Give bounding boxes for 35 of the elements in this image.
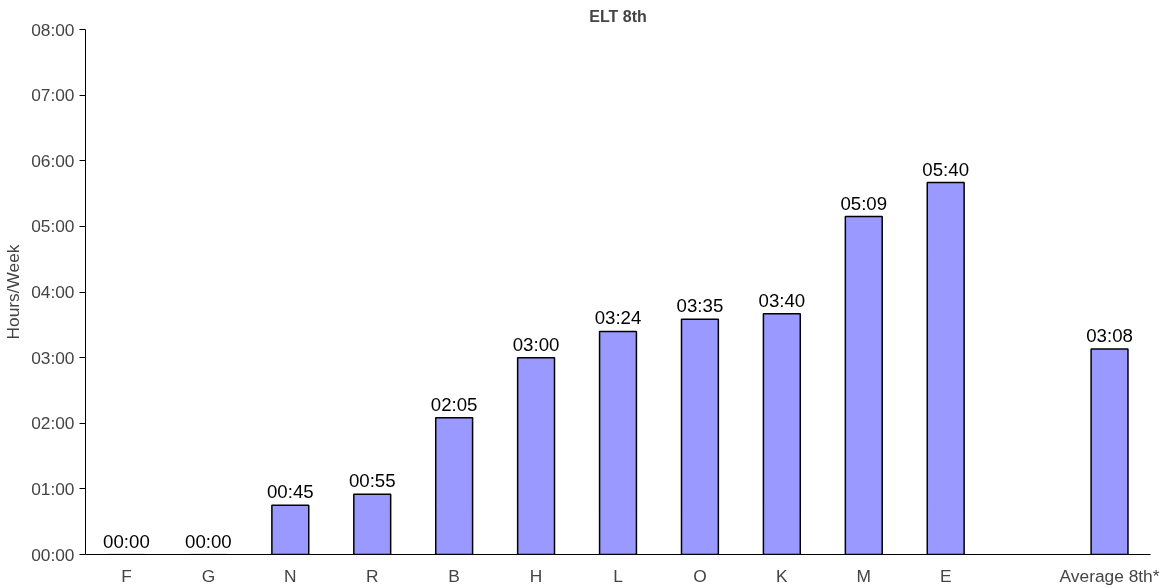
y-tick-label: 01:00 xyxy=(31,478,75,499)
x-tick-label: F xyxy=(121,565,132,586)
y-tick-label: 02:00 xyxy=(31,413,75,434)
x-tick-label: L xyxy=(613,565,624,586)
x-tick-label: E xyxy=(939,565,952,586)
data-label: 03:24 xyxy=(594,307,642,329)
y-axis-title: Hours/Week xyxy=(3,244,24,340)
y-tick-label: 08:00 xyxy=(31,19,75,40)
x-tick-label: R xyxy=(365,565,379,586)
y-tick-label: 05:00 xyxy=(31,216,75,237)
x-tick-label: K xyxy=(776,565,789,586)
data-label: 03:35 xyxy=(676,295,724,317)
data-label: 03:40 xyxy=(758,289,806,311)
x-tick-label: N xyxy=(284,565,297,586)
x-tick-label: G xyxy=(201,565,216,586)
data-label: 00:45 xyxy=(266,481,314,503)
y-tick-label: 03:00 xyxy=(31,347,75,368)
data-label: 03:08 xyxy=(1086,324,1133,346)
x-tick-label: B xyxy=(448,565,460,586)
x-tick-label: Average 8th* xyxy=(1059,565,1160,586)
data-label: 03:00 xyxy=(512,333,560,355)
y-tick-label: 07:00 xyxy=(31,85,75,106)
x-tick-label: M xyxy=(856,565,871,586)
y-tick-label: 06:00 xyxy=(31,150,75,171)
data-label: 00:00 xyxy=(103,530,150,552)
data-label: 02:05 xyxy=(430,393,478,415)
data-label: 05:09 xyxy=(840,192,888,214)
data-label: 00:55 xyxy=(348,470,396,492)
x-tick-label: H xyxy=(529,565,543,586)
y-tick-label: 04:00 xyxy=(31,282,75,302)
chart-title: ELT 8th xyxy=(589,7,647,25)
data-label: 00:00 xyxy=(185,530,232,552)
y-tick-label: 00:00 xyxy=(31,544,75,565)
x-tick-label: O xyxy=(693,565,707,586)
data-label: 05:40 xyxy=(922,158,970,180)
